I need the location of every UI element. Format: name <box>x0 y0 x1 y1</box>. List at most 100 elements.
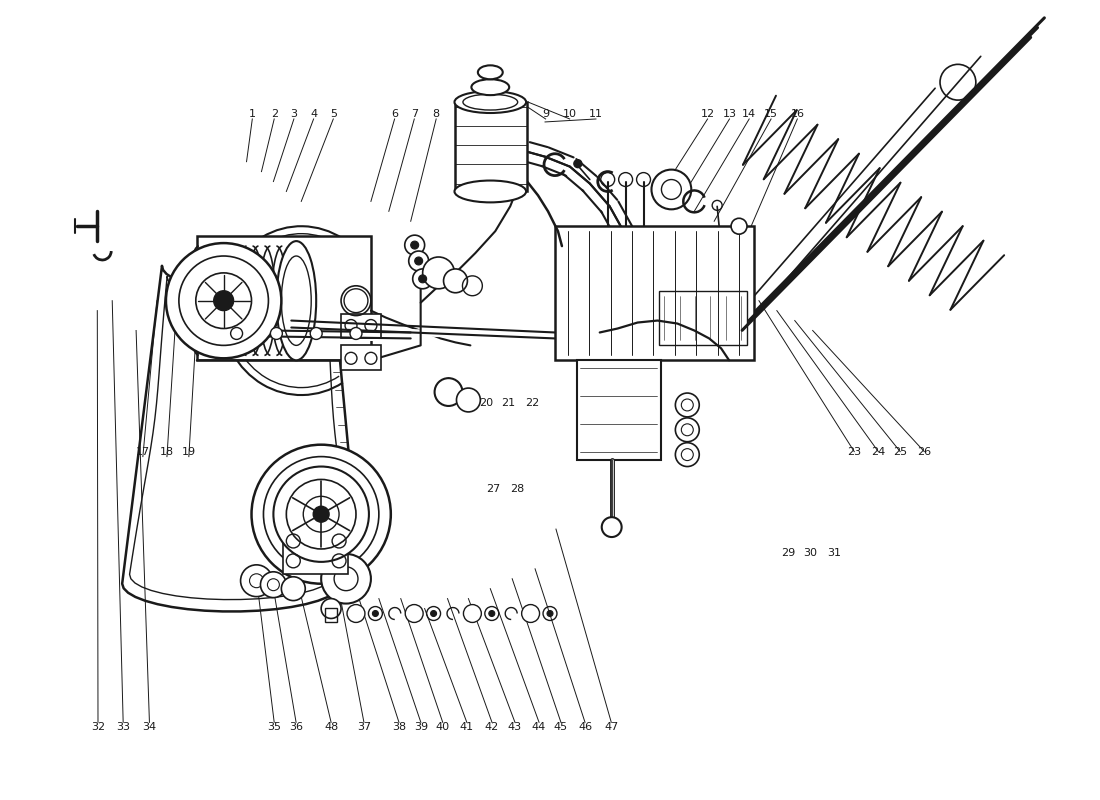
Ellipse shape <box>454 91 526 113</box>
Text: 20: 20 <box>480 398 494 408</box>
Text: 24: 24 <box>871 446 886 457</box>
Circle shape <box>274 466 368 562</box>
Text: 29: 29 <box>781 547 795 558</box>
Text: 15: 15 <box>764 109 778 119</box>
Ellipse shape <box>454 181 526 202</box>
Ellipse shape <box>276 241 316 360</box>
Circle shape <box>252 445 390 584</box>
Bar <box>197 236 371 360</box>
Text: 31: 31 <box>827 547 842 558</box>
Text: 42: 42 <box>485 722 499 732</box>
Text: 48: 48 <box>324 722 338 732</box>
Text: 11: 11 <box>588 109 603 119</box>
Bar <box>455 102 527 191</box>
Circle shape <box>732 218 747 234</box>
Circle shape <box>415 257 422 265</box>
Text: 3: 3 <box>290 109 297 119</box>
Text: 38: 38 <box>392 722 406 732</box>
Ellipse shape <box>472 79 509 95</box>
Text: 25: 25 <box>893 446 907 457</box>
Circle shape <box>456 388 481 412</box>
Text: 1: 1 <box>249 109 256 119</box>
Text: 12: 12 <box>701 109 715 119</box>
Circle shape <box>282 577 305 601</box>
Bar <box>341 346 381 370</box>
Text: 36: 36 <box>289 722 304 732</box>
Circle shape <box>344 289 367 313</box>
Circle shape <box>602 517 621 537</box>
Circle shape <box>346 605 365 622</box>
Ellipse shape <box>477 66 503 79</box>
Circle shape <box>430 610 437 617</box>
Text: 19: 19 <box>182 446 196 457</box>
Bar <box>576 360 661 459</box>
Circle shape <box>166 243 282 358</box>
Text: 35: 35 <box>267 722 282 732</box>
Text: 22: 22 <box>526 398 540 408</box>
Text: 2: 2 <box>271 109 278 119</box>
Text: 6: 6 <box>392 109 398 119</box>
Text: 21: 21 <box>502 398 516 408</box>
Circle shape <box>443 269 468 293</box>
Text: 27: 27 <box>486 484 500 494</box>
Circle shape <box>651 170 691 210</box>
Circle shape <box>410 241 419 249</box>
Circle shape <box>422 257 454 289</box>
Text: 32: 32 <box>91 722 106 732</box>
Bar <box>659 290 747 346</box>
Circle shape <box>675 442 700 466</box>
Text: 17: 17 <box>135 446 150 457</box>
Text: 41: 41 <box>460 722 474 732</box>
Circle shape <box>488 610 495 617</box>
Text: 34: 34 <box>142 722 156 732</box>
Bar <box>341 314 381 338</box>
Circle shape <box>261 572 286 598</box>
Text: 13: 13 <box>723 109 737 119</box>
Text: 10: 10 <box>563 109 576 119</box>
Text: 23: 23 <box>847 446 861 457</box>
Text: 40: 40 <box>436 722 450 732</box>
Text: 33: 33 <box>117 722 130 732</box>
Text: 45: 45 <box>554 722 568 732</box>
Text: 47: 47 <box>604 722 618 732</box>
Text: 46: 46 <box>578 722 592 732</box>
Circle shape <box>434 378 462 406</box>
Circle shape <box>350 327 362 339</box>
Circle shape <box>373 610 378 617</box>
Circle shape <box>321 598 341 618</box>
Text: 7: 7 <box>410 109 418 119</box>
Circle shape <box>405 605 424 622</box>
Circle shape <box>412 269 432 289</box>
Text: 5: 5 <box>330 109 337 119</box>
Text: 16: 16 <box>790 109 804 119</box>
Circle shape <box>463 605 482 622</box>
Circle shape <box>675 393 700 417</box>
Circle shape <box>241 565 273 597</box>
Circle shape <box>521 605 540 622</box>
Circle shape <box>409 251 429 271</box>
Text: 43: 43 <box>508 722 522 732</box>
Circle shape <box>574 160 582 168</box>
Text: 26: 26 <box>917 446 932 457</box>
Bar <box>284 526 348 574</box>
Circle shape <box>314 506 329 522</box>
Text: 28: 28 <box>510 484 525 494</box>
Circle shape <box>675 418 700 442</box>
Bar <box>326 607 337 622</box>
Circle shape <box>547 610 553 617</box>
Text: 39: 39 <box>414 722 428 732</box>
Circle shape <box>405 235 425 255</box>
Text: 14: 14 <box>742 109 757 119</box>
Circle shape <box>321 554 371 603</box>
Text: 44: 44 <box>532 722 547 732</box>
Text: 18: 18 <box>160 446 174 457</box>
Circle shape <box>419 275 427 283</box>
Circle shape <box>213 290 233 310</box>
Text: 4: 4 <box>310 109 317 119</box>
Circle shape <box>231 327 243 339</box>
Text: 8: 8 <box>432 109 440 119</box>
Bar <box>556 226 754 360</box>
Text: 30: 30 <box>803 547 817 558</box>
Circle shape <box>310 327 322 339</box>
Text: 37: 37 <box>356 722 371 732</box>
